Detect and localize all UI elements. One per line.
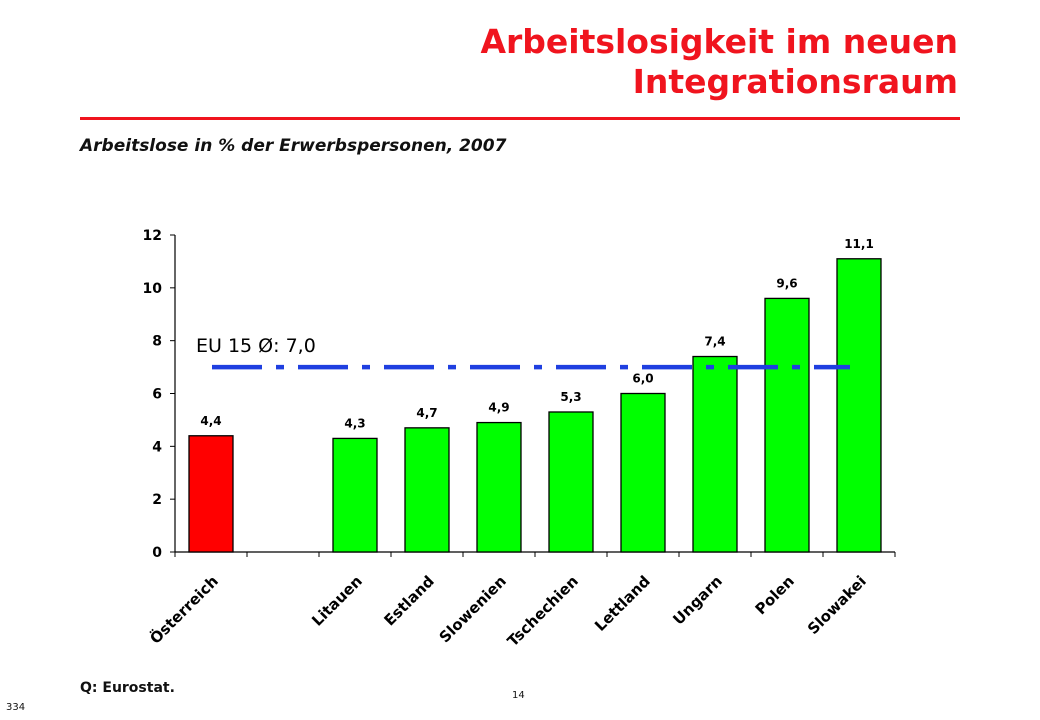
x-category-label: Polen — [752, 572, 798, 618]
y-tick-label: 10 — [143, 281, 163, 297]
page-title-line1: Arbeitslosigkeit im neuen — [480, 22, 958, 61]
bar-value-label: 6,0 — [632, 372, 653, 386]
chart-subtitle: Arbeitslose in % der Erwerbspersonen, 20… — [80, 136, 507, 156]
bar-Lettland — [620, 392, 666, 553]
y-tick-label: 12 — [143, 228, 162, 244]
chart-bars — [188, 258, 882, 553]
y-tick-label: 4 — [152, 439, 162, 455]
x-category-label: Ungarn — [669, 572, 725, 628]
bar-value-label: 4,3 — [344, 416, 365, 430]
x-category-label: Slowakei — [804, 572, 870, 638]
bar-Litauen — [332, 437, 378, 553]
x-category-label: Österreich — [146, 571, 222, 647]
source-note: Q: Eurostat. — [80, 680, 175, 696]
bar-value-label: 4,4 — [200, 414, 221, 428]
page-title-line2: Integrationsraum — [632, 62, 958, 101]
document-number: 334 — [6, 702, 26, 713]
bar-Polen — [764, 297, 810, 553]
bar-Estland — [404, 427, 450, 553]
y-tick-label: 8 — [152, 334, 162, 350]
bar-value-label: 4,9 — [488, 401, 509, 415]
bar-Österreich — [188, 435, 234, 553]
bar-Slowakei — [836, 258, 882, 553]
bar-value-label: 9,6 — [776, 276, 797, 290]
x-category-label: Estland — [381, 572, 438, 629]
chart-reference-line: EU 15 Ø: 7,0 — [196, 335, 850, 370]
x-category-label: Lettland — [591, 572, 654, 635]
x-category-label: Tschechien — [504, 572, 582, 650]
bar-value-label: 4,7 — [416, 406, 437, 420]
bar-value-label: 11,1 — [844, 237, 874, 251]
y-tick-label: 6 — [152, 387, 162, 403]
bar-Ungarn — [692, 355, 738, 553]
bar-value-label: 5,3 — [560, 390, 581, 404]
x-category-label: Slowenien — [436, 572, 510, 646]
title-divider — [80, 117, 960, 120]
page-number: 14 — [512, 690, 525, 701]
y-tick-label: 0 — [152, 545, 162, 561]
chart-category-labels: Österreich Litauen EstlandSlowenienTschech… — [146, 571, 870, 650]
bar-Tschechien — [548, 411, 594, 553]
chart-value-labels: 4,4 4,3 4,7 4,9 5,3 6,0 7,4 9,6 11,1 — [200, 237, 873, 431]
page-title: Arbeitslosigkeit im neuen Integrationsra… — [258, 22, 958, 102]
bar-Slowenien — [476, 421, 522, 553]
x-category-label: Litauen — [308, 572, 366, 630]
y-tick-label: 2 — [152, 492, 162, 508]
bar-value-label: 7,4 — [704, 335, 725, 349]
eu15-average-label: EU 15 Ø: 7,0 — [196, 335, 316, 357]
